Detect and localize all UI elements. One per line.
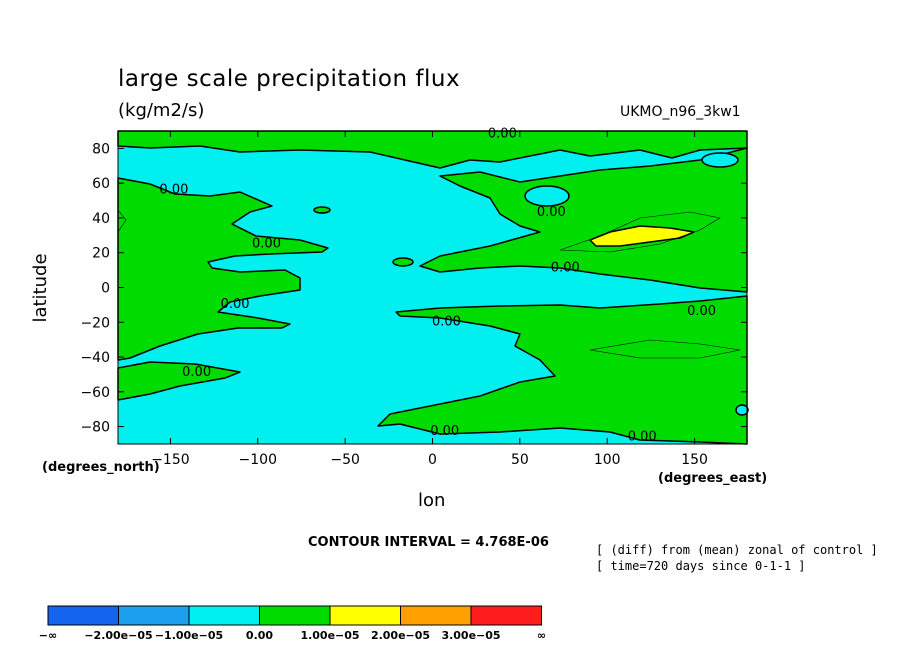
y-tick-label: 60 [92,176,110,192]
x-tick-label: 150 [681,452,708,468]
contour-label: 0.00 [687,304,716,319]
colorbar-swatch [400,605,472,626]
thin-contour-3 [117,209,127,233]
colorbar-label: 0.00 [246,629,273,642]
contour-label: 0.00 [551,261,580,276]
thin-contour-2 [589,339,741,359]
contour-label: 0.00 [182,365,211,380]
colorbar-label: ∞ [537,629,546,642]
colorbar-label: −2.00e−05 [84,629,152,642]
colorbar-swatch [470,605,542,626]
contour-label: 0.00 [252,236,281,251]
y-tick-label: 20 [92,246,110,262]
x-tick-label: −50 [330,452,360,468]
colorbar-swatch [47,605,119,626]
y-tick-label: −60 [80,385,110,401]
colorbar-label: −1.00e−05 [155,629,223,642]
x-tick-label: 100 [594,452,621,468]
contour-interval: CONTOUR INTERVAL = 4.768E-06 [308,535,549,550]
x-axis-unit: (degrees_east) [658,471,768,486]
colorbar-swatch [188,605,260,626]
colorbar-label: 3.00e−05 [441,629,500,642]
x-tick-label: 0 [428,452,437,468]
contour-label: 0.00 [537,205,566,220]
x-tick-label: 50 [511,452,529,468]
model-name: UKMO_n96_3kw1 [620,104,741,120]
island-5 [735,404,749,416]
positive-region-north [117,130,748,169]
x-tick-label: −150 [151,452,189,468]
y-tick-label: −40 [80,350,110,366]
colorbar-swatch [259,605,331,626]
y-tick-label: −80 [80,420,110,436]
colorbar-label: 1.00e−05 [300,629,359,642]
note-time: [ time=720 days since 0-1-1 ] [596,559,806,573]
positive-region-southwest [117,361,241,401]
chart-title: large scale precipitation flux [118,66,461,92]
contour-label: 0.00 [430,424,459,439]
contour-label: 0.00 [628,429,657,444]
colorbar-label: 2.00e−05 [371,629,430,642]
high-precip-region [589,225,695,247]
y-tick-label: 0 [101,281,110,297]
contour-label: 0.00 [488,127,517,142]
y-tick-label: 40 [92,211,110,227]
note-diff: [ (diff) from (mean) zonal of control ] [596,543,878,557]
colorbar-label: −∞ [39,629,57,642]
x-tick-label: −100 [239,452,277,468]
island-4 [701,152,739,168]
y-tick-label: 80 [92,141,110,157]
island-3 [524,185,570,207]
contour-label: 0.00 [159,182,188,197]
x-axis-label: lon [418,490,446,511]
island-1 [313,206,331,214]
island-2 [392,257,414,267]
y-axis-unit: (degrees_north) [42,460,160,475]
positive-region-west [117,177,329,361]
positive-region-southeast [377,295,748,445]
contour-label: 0.00 [221,297,250,312]
positive-region-northeast [419,147,748,293]
thin-contour-1 [559,211,721,253]
y-tick-label: −20 [80,315,110,331]
colorbar-swatch [118,605,190,626]
chart-units: (kg/m2/s) [118,100,205,121]
colorbar-swatch [329,605,401,626]
contour-label: 0.00 [432,315,461,330]
